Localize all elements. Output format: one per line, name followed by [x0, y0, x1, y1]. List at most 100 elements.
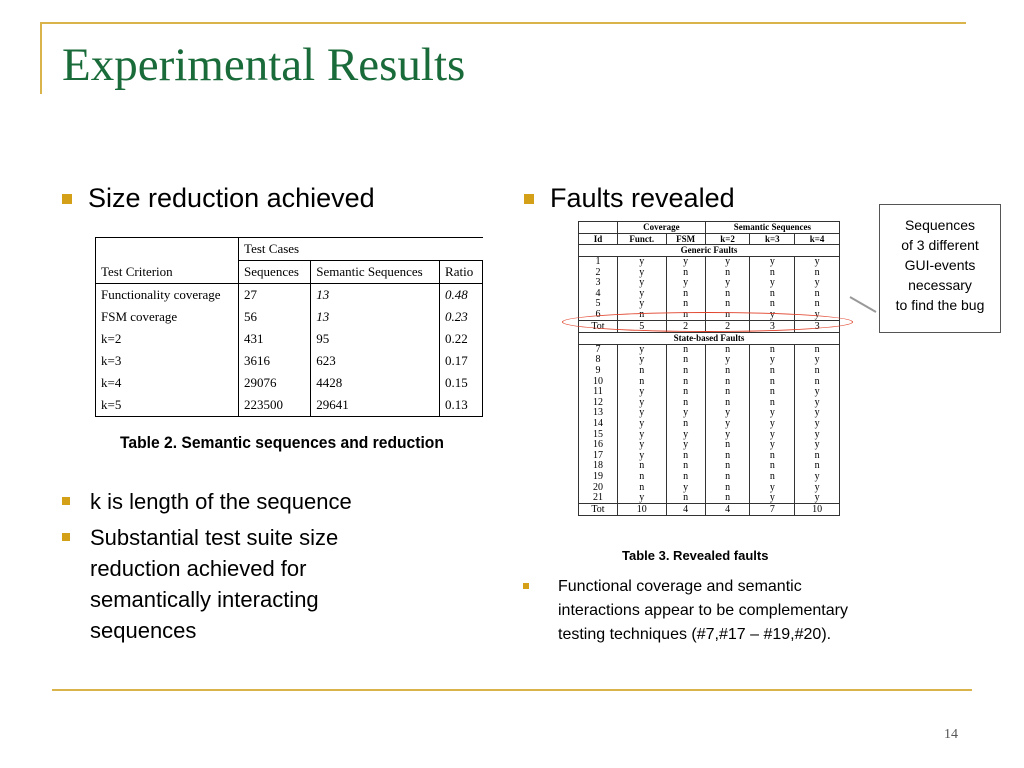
- table-cell: Tot: [578, 503, 618, 517]
- table-row: 11 y n n n y: [578, 387, 840, 398]
- table-cell: n: [665, 355, 706, 366]
- table-row: FSM coverage 56 13 0.23: [94, 306, 483, 328]
- total-row: Tot 10 4 4 7 10: [578, 503, 840, 517]
- table-cell: y: [794, 493, 840, 504]
- table-cell: n: [749, 366, 796, 377]
- table-cell: n: [704, 387, 751, 398]
- table-cell: n: [794, 366, 840, 377]
- col-header-criterion: Test Criterion: [94, 260, 239, 284]
- table-cell: n: [665, 419, 706, 430]
- group-header-coverage: Coverage: [617, 221, 706, 234]
- table-cell: 20: [578, 482, 618, 493]
- col-header-fsm: FSM: [665, 232, 706, 246]
- table-cell: 4428: [310, 372, 440, 394]
- callout-line: of 3 different: [901, 237, 979, 253]
- table-cell: Functionality coverage: [94, 283, 239, 306]
- col-header-ratio: Ratio: [439, 260, 483, 284]
- table-cell: 0.17: [439, 350, 483, 372]
- table-cell: y: [749, 440, 796, 451]
- bullet-k-length: k is length of the sequence: [62, 486, 422, 517]
- page-number: 14: [944, 727, 958, 742]
- table-row: 12 y n n n y: [578, 397, 840, 409]
- table-cell: k=2: [94, 328, 239, 350]
- table-cell: n: [794, 376, 840, 387]
- left-rule: [40, 22, 42, 94]
- bullet-suite-reduction: Substantial test suite size reduction ac…: [62, 522, 402, 646]
- table-cell: n: [665, 450, 706, 462]
- table-cell: 0.48: [439, 283, 483, 306]
- table-cell: [94, 237, 239, 261]
- table-cell: y: [665, 408, 706, 419]
- table-row: 17 y n n n n: [578, 450, 840, 462]
- col-header-id: Id: [578, 232, 618, 246]
- revealed-faults-table: Coverage Semantic Sequences Id Funct. FS…: [578, 221, 841, 517]
- callout-pointer: [849, 296, 877, 313]
- table-row: 19 n n n n y: [578, 472, 840, 483]
- table-cell: 13: [310, 306, 440, 328]
- bullet-complementary-note: Functional coverage and semantic interac…: [523, 575, 868, 647]
- col-header-k4: k=4: [794, 232, 840, 246]
- table-cell: y: [794, 278, 840, 289]
- table-cell: 13: [578, 408, 618, 419]
- bullet-text: Size reduction achieved: [88, 183, 375, 213]
- table-cell: y: [704, 278, 751, 289]
- section-header-row: Generic Faults: [578, 244, 840, 257]
- table-cell: 13: [310, 283, 440, 306]
- table-cell: y: [794, 397, 840, 409]
- table-cell: n: [665, 267, 706, 278]
- table-cell: y: [704, 419, 751, 430]
- table-cell: 11: [578, 387, 618, 398]
- col-header-funct: Funct.: [617, 232, 667, 246]
- table-cell: n: [665, 366, 706, 377]
- table-cell: y: [617, 493, 667, 504]
- table-cell: n: [749, 472, 796, 483]
- table-cell: y: [794, 472, 840, 483]
- table-cell: 18: [578, 461, 618, 472]
- table-cell: y: [794, 419, 840, 430]
- table-cell: n: [665, 461, 706, 472]
- callout-box: Sequences of 3 different GUI-events nece…: [879, 204, 1001, 333]
- section-label: State-based Faults: [578, 331, 840, 345]
- table-cell: y: [704, 256, 751, 268]
- table-row: 18 n n n n n: [578, 461, 840, 472]
- table-cell: y: [665, 440, 706, 451]
- table-cell: n: [617, 366, 667, 377]
- bullet-marker: [523, 583, 529, 589]
- table-cell: y: [665, 256, 706, 268]
- table-row: Functionality coverage 27 13 0.48: [94, 283, 483, 306]
- table-row: k=5 223500 29641 0.13: [94, 394, 483, 417]
- table-cell: y: [749, 278, 796, 289]
- table2-caption: Table 2. Semantic sequences and reductio…: [120, 433, 444, 452]
- table-cell: n: [794, 461, 840, 472]
- table-cell: y: [617, 440, 667, 451]
- table-cell: n: [665, 299, 706, 310]
- table-cell: y: [617, 419, 667, 430]
- slide-title: Experimental Results: [62, 39, 466, 91]
- table-cell: 9: [578, 366, 618, 377]
- bullet-faults-revealed: Faults revealed: [524, 183, 735, 214]
- table-cell: n: [665, 289, 706, 300]
- table-row: 13 y y y y y: [578, 408, 840, 419]
- table-cell: [578, 221, 618, 234]
- table3-caption: Table 3. Revealed faults: [622, 548, 769, 563]
- table-cell: n: [617, 472, 667, 483]
- table-cell: 2: [578, 267, 618, 278]
- highlight-ellipse: [562, 312, 853, 332]
- table-cell: n: [704, 493, 751, 504]
- table-cell: 16: [578, 440, 618, 451]
- table-cell: y: [794, 355, 840, 366]
- table-cell: y: [794, 440, 840, 451]
- callout-line: necessary: [908, 277, 972, 293]
- table-cell: 4: [578, 289, 618, 300]
- group-header-test-cases: Test Cases: [238, 237, 483, 261]
- table-cell: 12: [578, 397, 618, 409]
- table-row: k=3 3616 623 0.17: [94, 350, 483, 372]
- table-cell: 10: [578, 376, 618, 387]
- bullet-size-reduction: Size reduction achieved: [62, 183, 375, 214]
- bullet-marker: [62, 497, 70, 505]
